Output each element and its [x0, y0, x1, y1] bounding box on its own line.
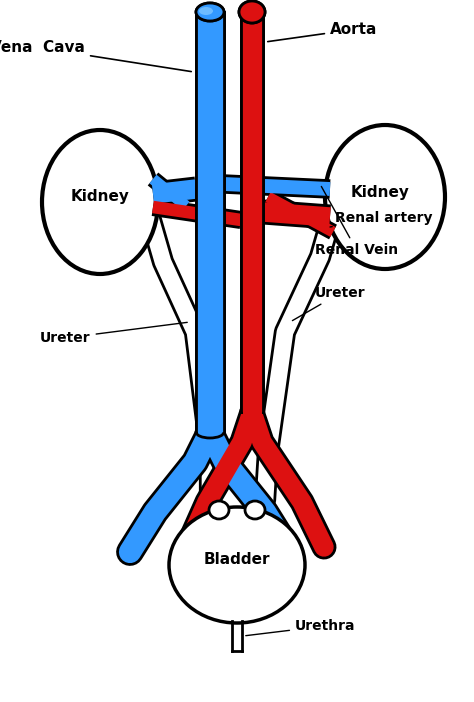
- Bar: [196, 12, 224, 432]
- Text: Ureter: Ureter: [40, 322, 187, 345]
- Ellipse shape: [199, 7, 213, 15]
- Text: Renal Vein: Renal Vein: [315, 187, 398, 257]
- Ellipse shape: [199, 7, 213, 15]
- Ellipse shape: [42, 130, 158, 274]
- Text: Renal artery: Renal artery: [330, 211, 432, 227]
- Ellipse shape: [196, 3, 224, 21]
- Ellipse shape: [325, 125, 445, 269]
- Ellipse shape: [239, 1, 265, 23]
- Text: Vena  Cava: Vena Cava: [0, 40, 191, 72]
- Text: Kidney: Kidney: [351, 185, 410, 199]
- Ellipse shape: [239, 1, 265, 23]
- Bar: [241, 12, 263, 412]
- Text: Aorta: Aorta: [268, 22, 377, 41]
- Text: Kidney: Kidney: [71, 190, 129, 204]
- Ellipse shape: [209, 501, 229, 519]
- Text: Ureter: Ureter: [292, 286, 365, 321]
- Ellipse shape: [245, 501, 265, 519]
- Ellipse shape: [169, 507, 305, 623]
- Text: Bladder: Bladder: [204, 552, 270, 567]
- Bar: [196, 12, 224, 432]
- Ellipse shape: [196, 426, 224, 438]
- Bar: [241, 12, 263, 412]
- Text: Urethra: Urethra: [246, 619, 356, 636]
- Ellipse shape: [196, 3, 224, 21]
